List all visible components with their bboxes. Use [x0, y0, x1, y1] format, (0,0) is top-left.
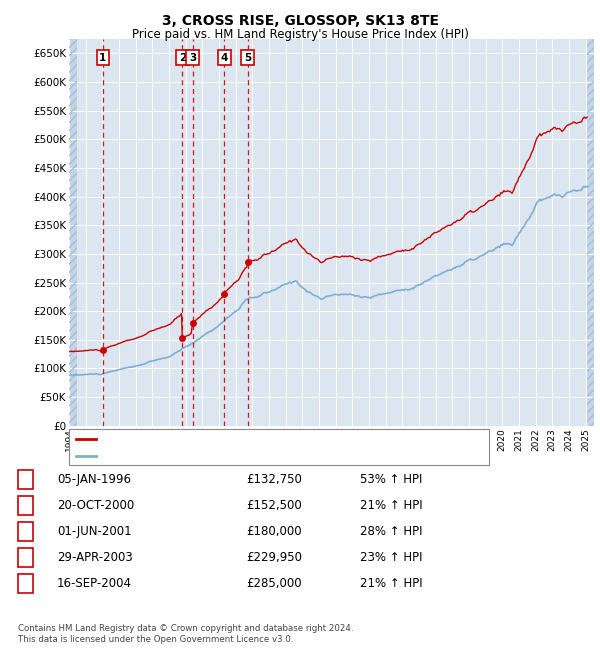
Text: 3, CROSS RISE, GLOSSOP, SK13 8TE: 3, CROSS RISE, GLOSSOP, SK13 8TE [161, 14, 439, 29]
Text: 5: 5 [22, 577, 29, 590]
Text: 23% ↑ HPI: 23% ↑ HPI [360, 551, 422, 564]
Text: HPI: Average price, detached house, High Peak: HPI: Average price, detached house, High… [99, 451, 344, 461]
Text: 2: 2 [179, 53, 186, 62]
Text: £132,750: £132,750 [246, 473, 302, 486]
Text: 21% ↑ HPI: 21% ↑ HPI [360, 499, 422, 512]
Text: 2: 2 [22, 499, 29, 512]
Text: 1: 1 [22, 473, 29, 486]
Text: 1: 1 [99, 53, 106, 62]
Text: £229,950: £229,950 [246, 551, 302, 564]
Text: 3: 3 [189, 53, 196, 62]
Text: 5: 5 [244, 53, 251, 62]
Text: Price paid vs. HM Land Registry's House Price Index (HPI): Price paid vs. HM Land Registry's House … [131, 28, 469, 41]
Bar [69, 39, 77, 426]
Text: Contains HM Land Registry data © Crown copyright and database right 2024.
This d: Contains HM Land Registry data © Crown c… [18, 624, 353, 644]
Bar [69, 39, 77, 426]
Text: 29-APR-2003: 29-APR-2003 [57, 551, 133, 564]
Text: 4: 4 [22, 551, 29, 564]
Bar [587, 39, 594, 426]
Text: 16-SEP-2004: 16-SEP-2004 [57, 577, 132, 590]
Text: 3, CROSS RISE, GLOSSOP, SK13 8TE (detached house): 3, CROSS RISE, GLOSSOP, SK13 8TE (detach… [99, 434, 382, 444]
Text: 21% ↑ HPI: 21% ↑ HPI [360, 577, 422, 590]
Text: 20-OCT-2000: 20-OCT-2000 [57, 499, 134, 512]
Text: 05-JAN-1996: 05-JAN-1996 [57, 473, 131, 486]
Bar [587, 39, 594, 426]
Text: £152,500: £152,500 [246, 499, 302, 512]
Text: 28% ↑ HPI: 28% ↑ HPI [360, 525, 422, 538]
Text: 01-JUN-2001: 01-JUN-2001 [57, 525, 131, 538]
Text: 4: 4 [221, 53, 228, 62]
Text: £285,000: £285,000 [246, 577, 302, 590]
Text: 53% ↑ HPI: 53% ↑ HPI [360, 473, 422, 486]
Text: 3: 3 [22, 525, 29, 538]
Text: £180,000: £180,000 [246, 525, 302, 538]
